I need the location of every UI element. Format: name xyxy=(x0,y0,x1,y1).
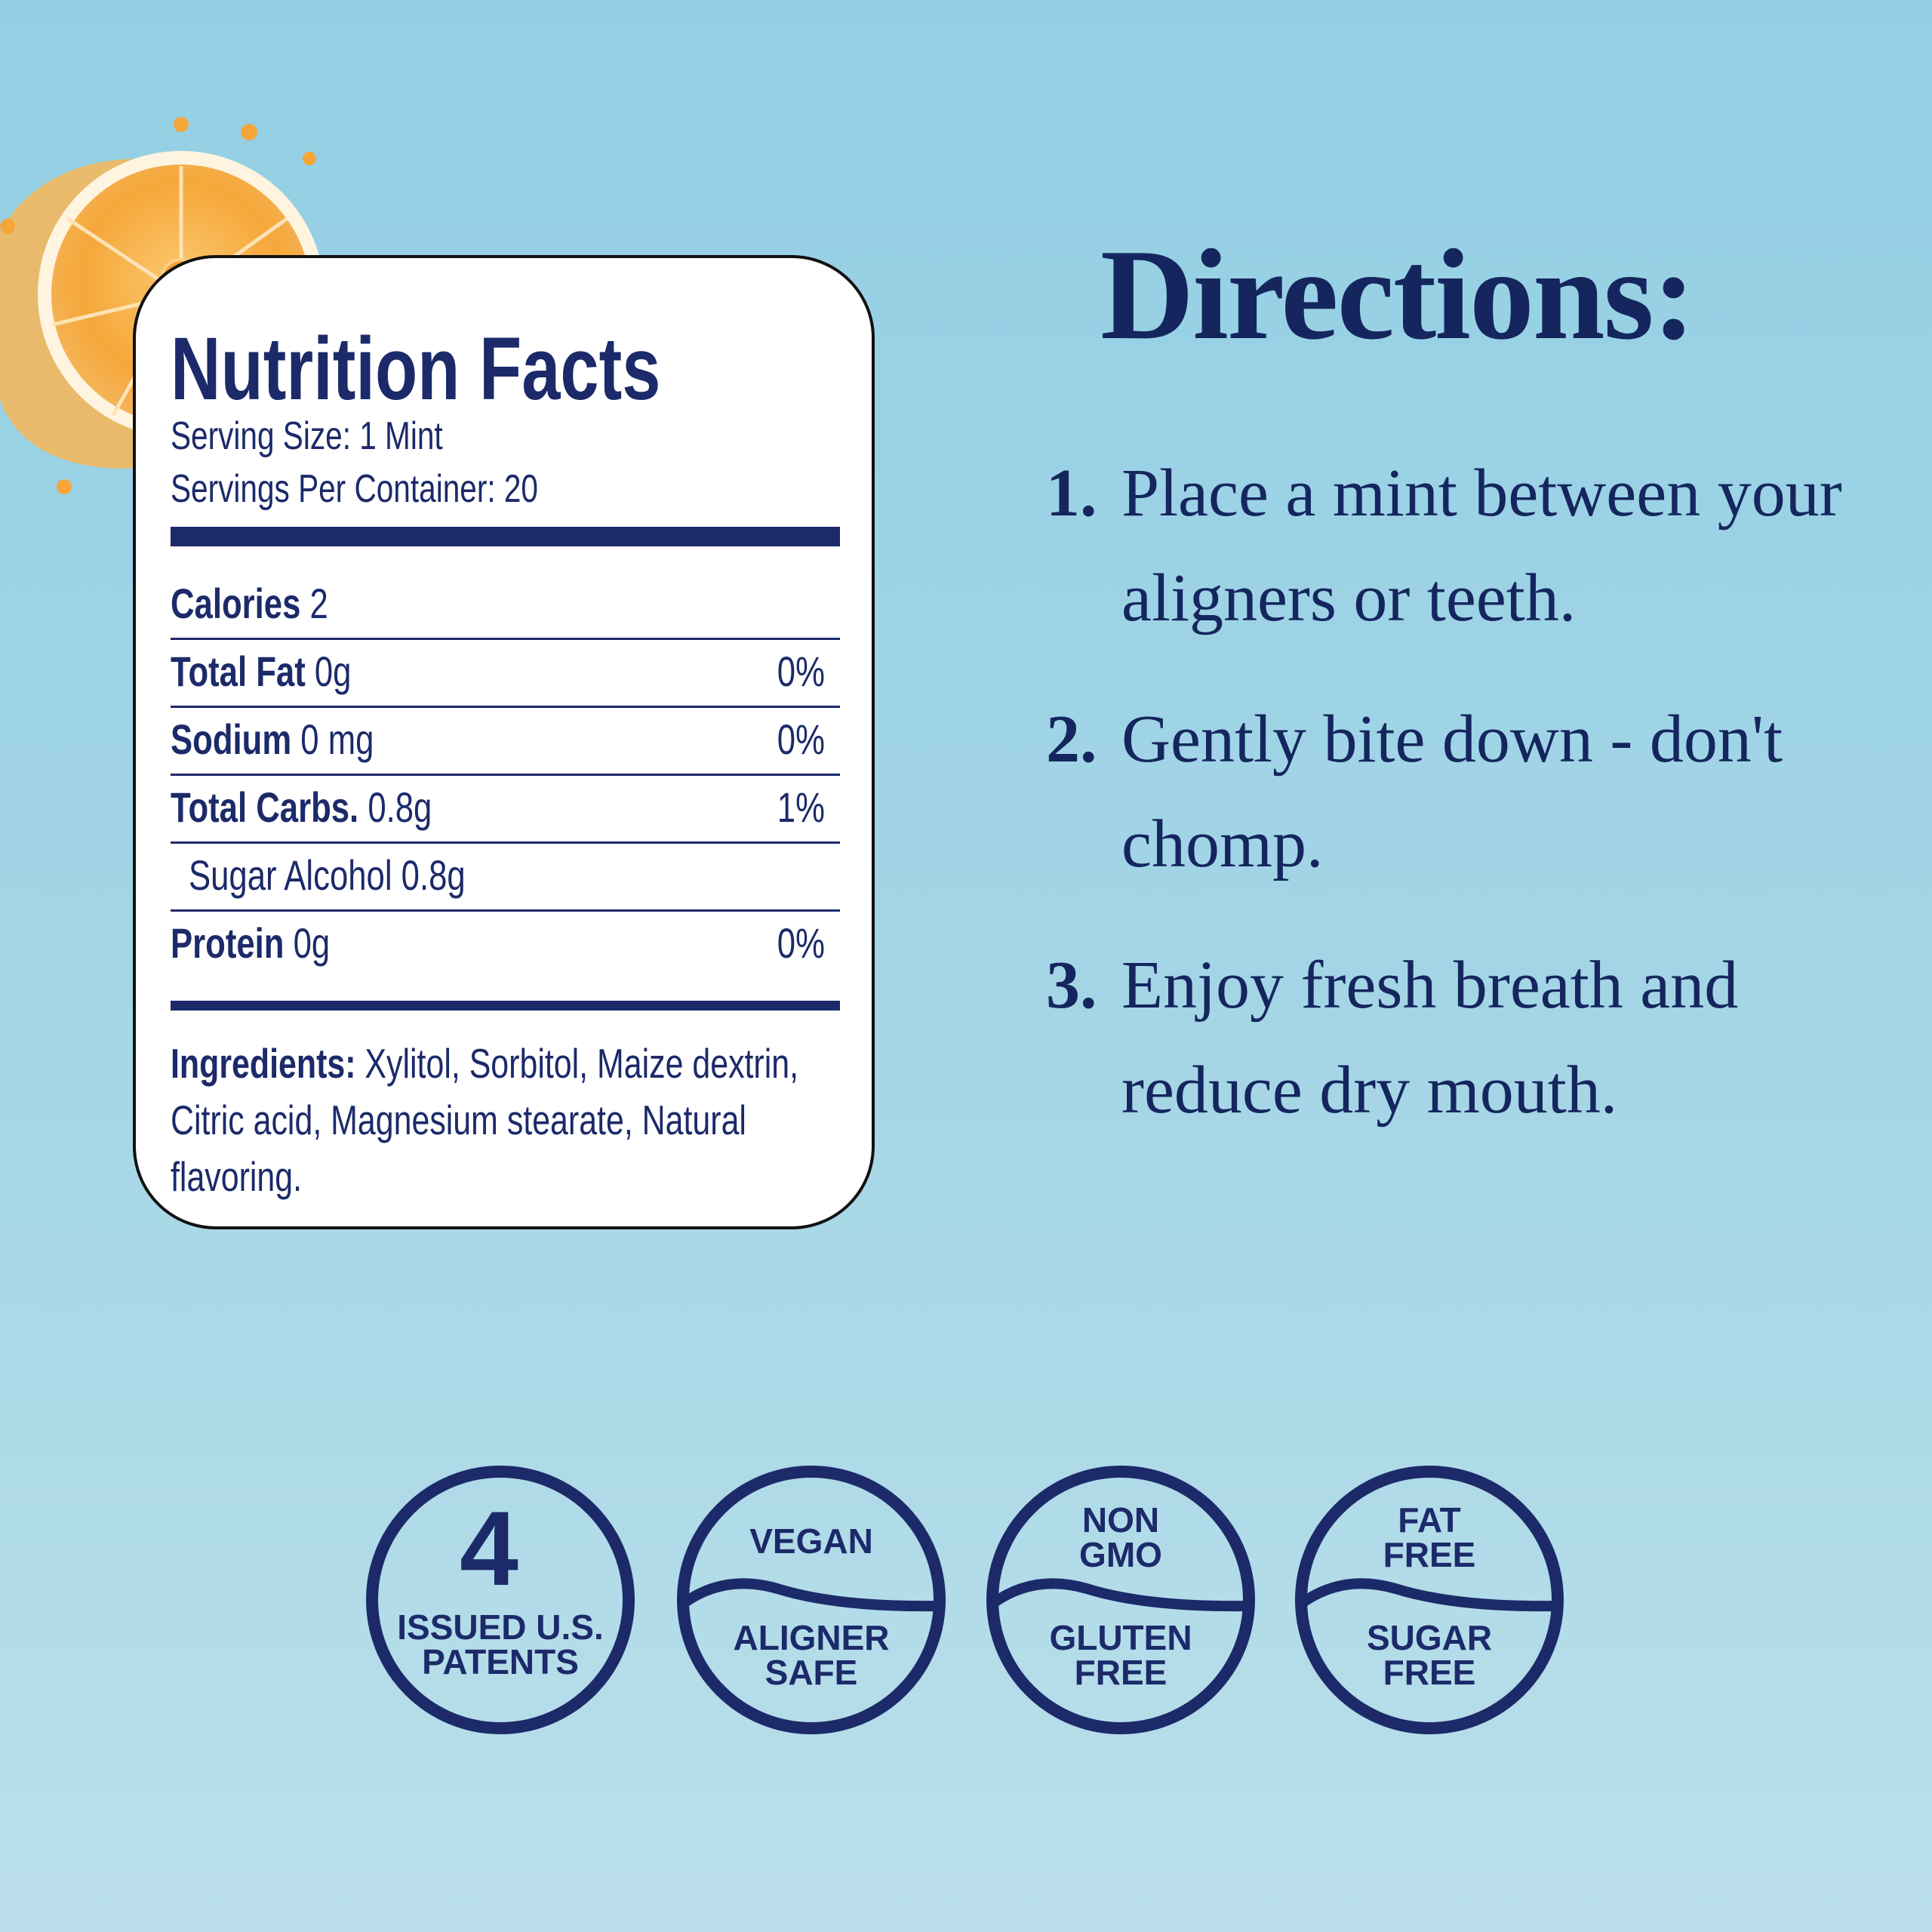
svg-text:GMO: GMO xyxy=(1079,1535,1162,1574)
serving-size: Serving Size: 1 Mint xyxy=(171,414,443,458)
svg-text:4: 4 xyxy=(460,1489,518,1607)
directions-title: Directions: xyxy=(1100,223,1696,367)
svg-text:VEGAN: VEGAN xyxy=(749,1521,873,1561)
non-gmo-gluten-free-badge: NON GMO GLUTEN FREE xyxy=(986,1466,1255,1734)
nutrient-row: Total Fat 0g 0% xyxy=(171,638,840,708)
svg-text:FAT: FAT xyxy=(1398,1500,1460,1540)
svg-text:ALIGNER: ALIGNER xyxy=(734,1618,890,1657)
nutrition-facts-title: Nutrition Facts xyxy=(171,319,661,419)
ingredients: Ingredients: Xylitol, Sorbitol, Maize de… xyxy=(171,1040,799,1200)
svg-text:NON: NON xyxy=(1082,1500,1159,1540)
svg-text:GLUTEN: GLUTEN xyxy=(1049,1618,1192,1657)
svg-text:SUGAR: SUGAR xyxy=(1367,1618,1492,1657)
servings-per-container: Servings Per Container: 20 xyxy=(171,467,538,511)
fat-free-sugar-free-badge: FAT FREE SUGAR FREE xyxy=(1295,1466,1564,1734)
badges-row: 4 ISSUED U.S. PATENTS VEGAN ALIGNER SAFE… xyxy=(366,1466,1564,1734)
nutrient-row: Total Carbs. 0.8g 1% xyxy=(171,774,840,844)
svg-text:PATENTS: PATENTS xyxy=(422,1642,579,1681)
nutrient-subrow: Sugar Alcohol 0.8g xyxy=(171,841,840,912)
svg-text:FREE: FREE xyxy=(1075,1653,1168,1692)
nutrition-facts-card: Nutrition Facts Serving Size: 1 Mint Ser… xyxy=(133,255,875,1229)
patents-badge: 4 ISSUED U.S. PATENTS xyxy=(366,1466,635,1734)
thick-divider xyxy=(171,1001,840,1011)
svg-text:SAFE: SAFE xyxy=(765,1653,858,1692)
nutrient-row: Protein 0g 0% xyxy=(171,919,825,967)
svg-text:FREE: FREE xyxy=(1383,1653,1476,1692)
svg-text:ISSUED U.S.: ISSUED U.S. xyxy=(397,1607,604,1647)
nutrient-row: Sodium 0 mg 0% xyxy=(171,706,840,776)
calories-row: Calories 2 xyxy=(171,570,840,640)
svg-text:FREE: FREE xyxy=(1383,1535,1476,1574)
thick-divider xyxy=(171,527,840,546)
vegan-aligner-safe-badge: VEGAN ALIGNER SAFE xyxy=(677,1466,946,1734)
